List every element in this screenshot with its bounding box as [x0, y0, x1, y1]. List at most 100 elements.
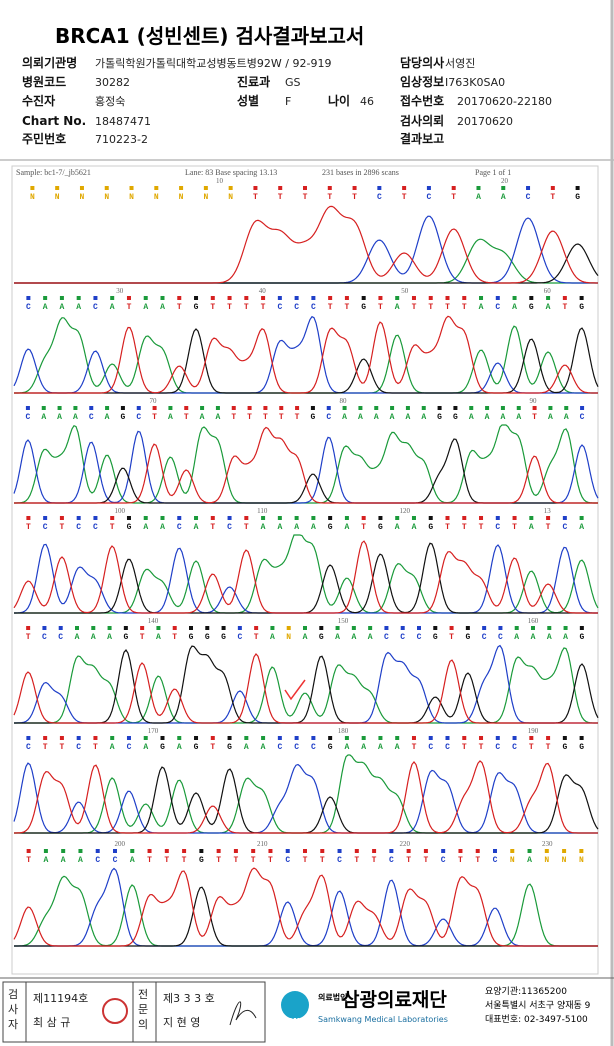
base: T — [127, 303, 132, 312]
base: N — [286, 633, 291, 642]
position-label: 220 — [400, 840, 411, 848]
base-tick — [93, 516, 98, 520]
base: A — [277, 523, 282, 532]
base-tick — [205, 626, 210, 630]
base: A — [342, 413, 347, 422]
base-tick — [237, 626, 242, 630]
base-tick — [200, 406, 205, 410]
base: T — [244, 523, 249, 532]
trace-curve — [13, 540, 598, 614]
base: G — [428, 523, 433, 532]
base-tick — [277, 516, 282, 520]
base: N — [80, 193, 85, 202]
base-tick — [143, 296, 148, 300]
address: 서울특별시 서초구 양재동 9 — [485, 1000, 591, 1011]
base-tick — [160, 516, 165, 520]
base: A — [303, 633, 308, 642]
base-tick — [73, 406, 78, 410]
base-tick — [531, 626, 535, 630]
base: T — [462, 743, 467, 752]
base: A — [57, 413, 62, 422]
field-label: 수진자 — [22, 93, 55, 108]
base-tick — [510, 849, 515, 853]
trace-curve — [13, 653, 598, 724]
base-tick — [278, 186, 283, 190]
base: T — [26, 633, 31, 642]
base: N — [104, 193, 109, 202]
base: C — [337, 856, 342, 865]
base-tick — [227, 736, 232, 740]
base: T — [361, 523, 366, 532]
base: C — [580, 413, 585, 422]
base: T — [479, 523, 484, 532]
base: N — [562, 856, 567, 865]
base: G — [221, 633, 226, 642]
base-tick — [544, 849, 549, 853]
base: C — [177, 523, 182, 532]
base: N — [228, 193, 233, 202]
base: A — [345, 523, 350, 532]
position-label: 200 — [115, 840, 126, 848]
base-tick — [326, 406, 331, 410]
field-value: F — [285, 95, 291, 108]
base: T — [231, 413, 236, 422]
base-tick — [143, 516, 148, 520]
base-tick — [512, 736, 517, 740]
base: A — [469, 413, 474, 422]
base-tick — [562, 296, 567, 300]
base-tick — [93, 296, 98, 300]
base: N — [129, 193, 134, 202]
field-label: Chart No. — [22, 114, 86, 128]
base: G — [579, 303, 584, 312]
base-tick — [177, 296, 182, 300]
base: T — [26, 856, 31, 865]
base: G — [311, 413, 316, 422]
base: C — [495, 523, 500, 532]
base: A — [216, 413, 221, 422]
base-tick — [465, 626, 470, 630]
base-tick — [43, 736, 48, 740]
base: C — [277, 743, 282, 752]
org-name: 삼광의료재단 — [342, 989, 447, 1011]
field-value: 홍정숙 — [95, 94, 125, 108]
base: A — [110, 303, 115, 312]
base-tick — [445, 736, 450, 740]
field-label: 병원코드 — [22, 74, 66, 89]
base: C — [377, 193, 382, 202]
base: A — [412, 523, 417, 532]
base-tick — [253, 186, 258, 190]
base-tick — [120, 406, 125, 410]
base: A — [361, 743, 366, 752]
base: T — [320, 856, 325, 865]
base: A — [200, 413, 205, 422]
base: T — [546, 743, 551, 752]
base-tick — [453, 406, 458, 410]
position-label: 120 — [400, 507, 411, 515]
trace-curve — [13, 867, 598, 947]
base: N — [510, 856, 515, 865]
base: A — [374, 413, 379, 422]
base-tick — [164, 849, 169, 853]
base: G — [189, 633, 194, 642]
base: T — [462, 523, 467, 532]
base-tick — [43, 849, 48, 853]
trace-curve — [14, 205, 598, 284]
base-tick — [361, 296, 366, 300]
position-label: 210 — [257, 840, 268, 848]
base-tick — [311, 736, 316, 740]
base: T — [263, 413, 268, 422]
base: T — [378, 303, 383, 312]
base: T — [147, 856, 152, 865]
base: T — [60, 743, 65, 752]
base-tick — [449, 626, 454, 630]
base-tick — [475, 849, 480, 853]
trace-curve — [14, 754, 598, 834]
base-tick — [147, 849, 152, 853]
base: C — [495, 743, 500, 752]
base-tick — [361, 516, 366, 520]
base: C — [26, 303, 31, 312]
base-tick — [406, 849, 411, 853]
base-tick — [579, 849, 584, 853]
base: A — [479, 303, 484, 312]
